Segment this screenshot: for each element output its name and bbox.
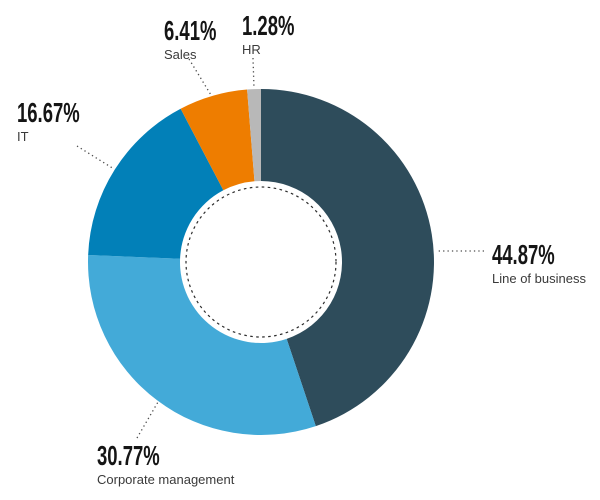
name-line-of-business: Line of business bbox=[492, 271, 586, 286]
pct-sales: 6.41% bbox=[164, 15, 217, 46]
leader-line-corporate-management bbox=[136, 401, 159, 439]
label-corporate-management: 30.77% Corporate management bbox=[97, 442, 234, 487]
slice-it bbox=[88, 108, 224, 259]
slice-sales bbox=[180, 89, 255, 191]
slice-line-of-business bbox=[261, 89, 434, 427]
label-it: 16.67% IT bbox=[17, 99, 112, 144]
donut-slices bbox=[88, 89, 434, 435]
pct-hr: 1.28% bbox=[242, 10, 295, 41]
pct-corporate-management: 30.77% bbox=[97, 440, 160, 471]
leader-line-hr bbox=[252, 57, 255, 89]
leader-line-sales bbox=[188, 58, 212, 96]
pct-it: 16.67% bbox=[17, 97, 80, 128]
name-it: IT bbox=[17, 129, 29, 144]
label-sales: 6.41% Sales bbox=[164, 17, 243, 62]
center-dashed-circle bbox=[185, 186, 337, 338]
name-hr: HR bbox=[242, 42, 261, 57]
pct-line-of-business: 44.87% bbox=[492, 239, 555, 270]
slice-corporate-management bbox=[88, 255, 316, 435]
label-line-of-business: 44.87% Line of business bbox=[492, 241, 587, 286]
label-hr: 1.28% HR bbox=[242, 12, 321, 57]
slice-hr bbox=[247, 89, 261, 182]
leader-line-it bbox=[76, 145, 115, 170]
name-corporate-management: Corporate management bbox=[97, 472, 235, 487]
name-sales: Sales bbox=[164, 47, 197, 62]
